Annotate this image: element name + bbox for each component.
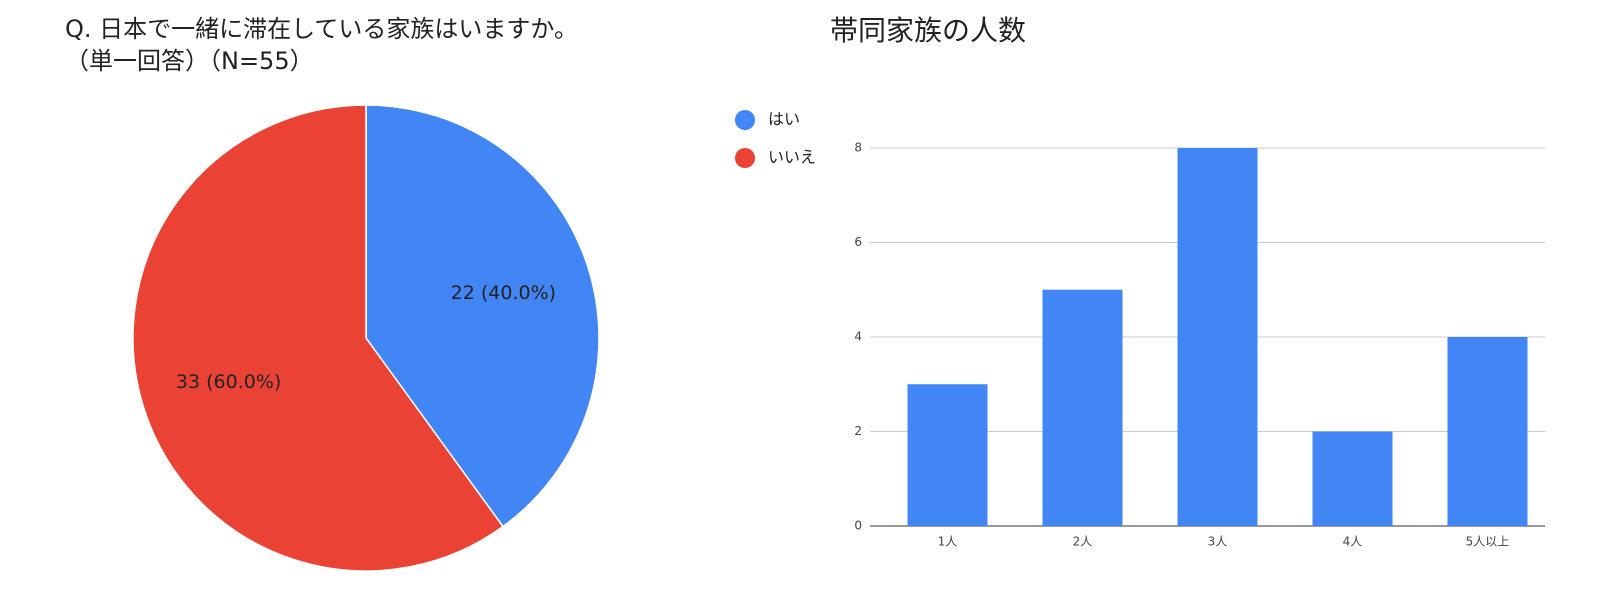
bar [907, 384, 988, 526]
y-tick-label: 8 [854, 141, 862, 155]
x-tick-label: 2人 [1073, 535, 1093, 549]
y-tick-label: 6 [854, 235, 862, 249]
slice-label: 33 (60.0%) [176, 371, 281, 393]
x-tick-label: 4人 [1343, 535, 1363, 549]
bar-title: 帯同家族の人数 [830, 14, 1026, 47]
pie-subtitle: （単一回答）（N=55） [65, 47, 314, 75]
y-tick-label: 2 [854, 424, 862, 438]
y-tick-label: 0 [854, 519, 862, 533]
legend-label: はい [768, 110, 800, 129]
bar [1312, 431, 1393, 526]
y-tick-label: 4 [854, 330, 862, 344]
pie-slice [365, 104, 600, 528]
legend-marker [735, 148, 755, 168]
pie-slice [132, 104, 505, 572]
bar [1177, 148, 1258, 526]
x-tick-label: 1人 [938, 535, 958, 549]
pie-title: Q. 日本で一緒に滞在している家族はいますか。 [65, 15, 578, 43]
bar [1447, 337, 1528, 526]
slice-label: 22 (40.0%) [451, 282, 556, 304]
legend-marker [735, 110, 755, 130]
x-tick-label: 3人 [1208, 535, 1228, 549]
x-tick-label: 5人以上 [1466, 535, 1510, 549]
bar [1042, 289, 1123, 526]
legend-label: いいえ [768, 148, 816, 167]
